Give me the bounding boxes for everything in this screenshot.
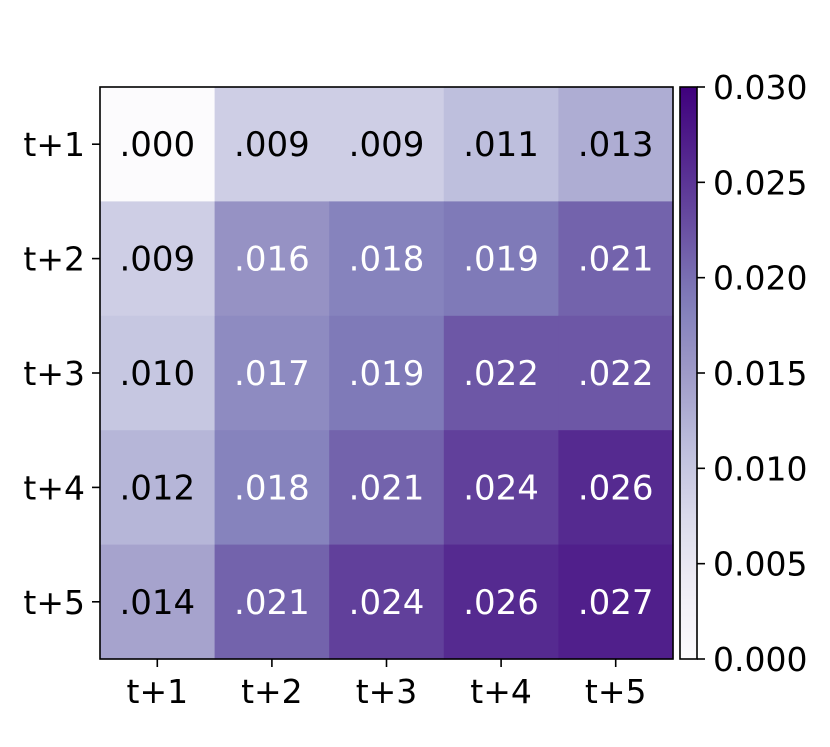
cell-value-label-r2-c5: .021 [578, 240, 654, 280]
y-tick-label-2: t+2 [23, 240, 85, 279]
heatmap-cells [100, 87, 674, 660]
heatmap-cell-r4-c3 [329, 430, 445, 546]
heatmap-cell-r3-c4 [443, 315, 559, 431]
cell-value-label-r3-c3: .019 [349, 354, 425, 394]
x-tick-label-5: t+5 [585, 672, 647, 711]
heatmap-cell-r4-c4 [443, 430, 559, 546]
y-tick-label-3: t+3 [23, 354, 85, 393]
cell-value-label-r4-c1: .012 [119, 468, 195, 508]
heatmap-cell-r1-c3 [329, 87, 445, 202]
cell-value-label-r3-c5: .022 [578, 354, 654, 394]
heatmap-cell-r1-c5 [558, 87, 674, 202]
heatmap-cell-r3-c5 [558, 315, 674, 431]
x-tick-label-1: t+1 [127, 672, 189, 711]
heatmap-cell-r2-c5 [558, 201, 674, 317]
cell-value-label-r1-c2: .009 [234, 125, 310, 165]
heatmap-cell-r3-c1 [100, 315, 216, 431]
cell-value-label-r1-c5: .013 [578, 125, 654, 165]
heatmap-cell-r5-c1 [100, 544, 216, 660]
x-axis-ticks: t+1 t+2 t+3 t+4 t+5 [127, 659, 647, 711]
cell-value-label-r4-c2: .018 [234, 468, 310, 508]
heatmap-cell-labels: .000 .009 .009 .011 .013 .009 .016 .018 .019 .021… [119, 125, 653, 623]
x-tick-label-4: t+4 [470, 672, 532, 711]
heatmap-cell-r5-c2 [214, 544, 330, 660]
heatmap-cell-r1-c1 [100, 87, 216, 202]
y-tick-label-4: t+4 [23, 468, 85, 507]
cell-value-label-r1-c1: .000 [119, 125, 195, 165]
colorbar-tick-label-2: 0.005 [713, 545, 807, 584]
cell-value-label-r3-c2: .017 [234, 354, 310, 394]
y-tick-label-5: t+5 [23, 583, 85, 622]
colorbar-tick-label-5: 0.020 [713, 259, 807, 298]
colorbar-tick-label-1: 0.000 [713, 640, 807, 679]
cell-value-label-r1-c4: .011 [463, 125, 539, 165]
heatmap-cell-r2-c3 [329, 201, 445, 317]
heatmap-cell-r3-c3 [329, 315, 445, 431]
cell-value-label-r2-c4: .019 [463, 240, 539, 280]
x-tick-label-2: t+2 [241, 672, 303, 711]
heatmap-cell-r2-c4 [443, 201, 559, 317]
colorbar [679, 86, 698, 660]
heatmap-cell-r5-c3 [329, 544, 445, 660]
cell-value-label-r5-c3: .024 [349, 583, 425, 623]
heatmap-cell-r5-c4 [443, 544, 559, 660]
heatmap-cell-r3-c2 [214, 315, 330, 431]
cell-value-label-r5-c2: .021 [234, 583, 310, 623]
colorbar-ticks: 0.000 0.005 0.010 0.015 0.020 0.025 0.030 [697, 68, 807, 679]
cell-value-label-r1-c3: .009 [349, 125, 425, 165]
y-tick-label-1: t+1 [23, 125, 85, 164]
cell-value-label-r5-c1: .014 [119, 583, 195, 623]
heatmap-cell-r5-c5 [558, 544, 674, 660]
cell-value-label-r3-c1: .010 [119, 354, 195, 394]
x-tick-label-3: t+3 [356, 672, 418, 711]
cell-value-label-r2-c1: .009 [119, 240, 195, 280]
colorbar-tick-label-6: 0.025 [713, 163, 807, 202]
cell-value-label-r4-c5: .026 [578, 468, 654, 508]
heatmap-cell-r2-c1 [100, 201, 216, 317]
colorbar-tick-label-4: 0.015 [713, 354, 807, 393]
cell-value-label-r3-c4: .022 [463, 354, 539, 394]
heatmap-cell-r4-c2 [214, 430, 330, 546]
heatmap-cell-r4-c5 [558, 430, 674, 546]
cell-value-label-r5-c5: .027 [578, 583, 654, 623]
heatmap-cell-r4-c1 [100, 430, 216, 546]
y-axis-ticks: t+1 t+2 t+3 t+4 t+5 [23, 125, 100, 622]
cell-value-label-r4-c3: .021 [349, 468, 425, 508]
cell-value-label-r2-c3: .018 [349, 240, 425, 280]
heatmap-cell-r1-c4 [443, 87, 559, 202]
cell-value-label-r4-c4: .024 [463, 468, 539, 508]
cell-value-label-r5-c4: .026 [463, 583, 539, 623]
colorbar-tick-label-7: 0.030 [713, 68, 807, 107]
heatmap-cell-r2-c2 [214, 201, 330, 317]
cell-value-label-r2-c2: .016 [234, 240, 310, 280]
heatmap-cell-r1-c2 [214, 87, 330, 202]
colorbar-tick-label-3: 0.010 [713, 449, 807, 488]
